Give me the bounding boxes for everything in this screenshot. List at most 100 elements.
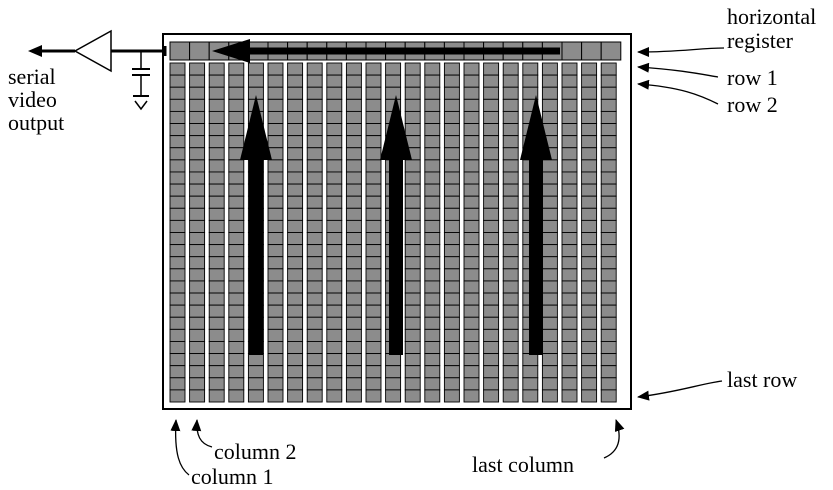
pixel-cell [228, 328, 245, 342]
pixel-cell [581, 195, 598, 209]
pixel-cell [581, 207, 598, 221]
pixel-cell [365, 316, 382, 330]
row1-label: row 1 [727, 65, 778, 90]
pixel-cell [345, 292, 362, 306]
pixel-cell [483, 353, 500, 367]
pixel-cell [443, 316, 460, 330]
pixel-cell [365, 244, 382, 258]
pixel-cell [424, 316, 441, 330]
output-label-line3: output [8, 110, 64, 135]
pixel-cell [169, 389, 186, 403]
pixel-cell [365, 86, 382, 100]
pixel-cell [267, 219, 284, 233]
pixel-cell [208, 316, 225, 330]
horizontal-register-label-line2: register [727, 28, 794, 53]
pixel-cell [345, 353, 362, 367]
pixel-cell [581, 389, 598, 403]
register-cell [561, 41, 583, 61]
pixel-cell [561, 280, 578, 294]
pixel-cell [502, 389, 519, 403]
pixel-cell [345, 219, 362, 233]
pixel-cell [541, 280, 558, 294]
pixel-cell [365, 62, 382, 76]
pixel-cell [443, 280, 460, 294]
pixel-cell [287, 353, 304, 367]
pixel-cell [189, 280, 206, 294]
pixel-cell [345, 328, 362, 342]
pixel-cell [502, 341, 519, 355]
pixel-cell [541, 377, 558, 391]
pixel-cell [228, 86, 245, 100]
pixel-cell [541, 171, 558, 185]
pixel-cell [345, 195, 362, 209]
pixel-cell [287, 232, 304, 246]
pixel-cell [267, 244, 284, 258]
pixel-cell [502, 377, 519, 391]
column1-label: column 1 [191, 464, 274, 489]
pixel-cell [483, 256, 500, 270]
pixel-cell [483, 98, 500, 112]
pixel-cell [345, 268, 362, 282]
pixel-cell [208, 183, 225, 197]
pixel-cell [287, 74, 304, 88]
pixel-cell [404, 232, 421, 246]
pixel-cell [600, 292, 617, 306]
pixel-cell [228, 341, 245, 355]
pixel-cell [600, 232, 617, 246]
pixel-cell [522, 377, 539, 391]
pixel-columns [169, 62, 617, 403]
pixel-cell [502, 110, 519, 124]
pixel-cell [522, 353, 539, 367]
pixel-cell [189, 268, 206, 282]
pixel-cell [463, 365, 480, 379]
pixel-cell [345, 171, 362, 185]
pixel-cell [169, 280, 186, 294]
pixel-cell [208, 219, 225, 233]
pixel-cell [541, 195, 558, 209]
pixel-cell [267, 123, 284, 137]
pixel-cell [345, 159, 362, 173]
pixel-cell [228, 377, 245, 391]
pixel-cell [287, 341, 304, 355]
pixel-cell [326, 207, 343, 221]
pixel-cell [443, 207, 460, 221]
pixel-cell [267, 268, 284, 282]
pixel-cell [326, 316, 343, 330]
pixel-cell [228, 292, 245, 306]
pixel-cell [541, 86, 558, 100]
pixel-cell [306, 171, 323, 185]
pixel-cell [502, 292, 519, 306]
pixel-cell [424, 244, 441, 258]
pixel-cell [326, 268, 343, 282]
pixel-cell [169, 147, 186, 161]
pixel-cell [287, 183, 304, 197]
pixel-cell [561, 304, 578, 318]
pixel-cell [483, 147, 500, 161]
pixel-cell [306, 219, 323, 233]
pixel-cell [345, 110, 362, 124]
pixel-cell [169, 171, 186, 185]
pixel-cell [228, 268, 245, 282]
pixel-cell [287, 292, 304, 306]
pixel-cell [483, 207, 500, 221]
pixel-cell [345, 377, 362, 391]
pixel-cell [483, 86, 500, 100]
pixel-cell [463, 135, 480, 149]
pixel-cell [443, 365, 460, 379]
pixel-cell [581, 268, 598, 282]
pixel-cell [228, 110, 245, 124]
pixel-cell [424, 232, 441, 246]
pixel-cell [561, 195, 578, 209]
pixel-cell [267, 328, 284, 342]
pixel-cell [228, 135, 245, 149]
pixel-cell [502, 232, 519, 246]
pixel-cell [522, 62, 539, 76]
pixel-cell [404, 280, 421, 294]
column2-label: column 2 [214, 439, 297, 464]
pixel-cell [189, 159, 206, 173]
pixel-cell [326, 377, 343, 391]
pixel-cell [287, 256, 304, 270]
pixel-cell [228, 207, 245, 221]
pixel-cell [228, 159, 245, 173]
pixel-cell [267, 377, 284, 391]
